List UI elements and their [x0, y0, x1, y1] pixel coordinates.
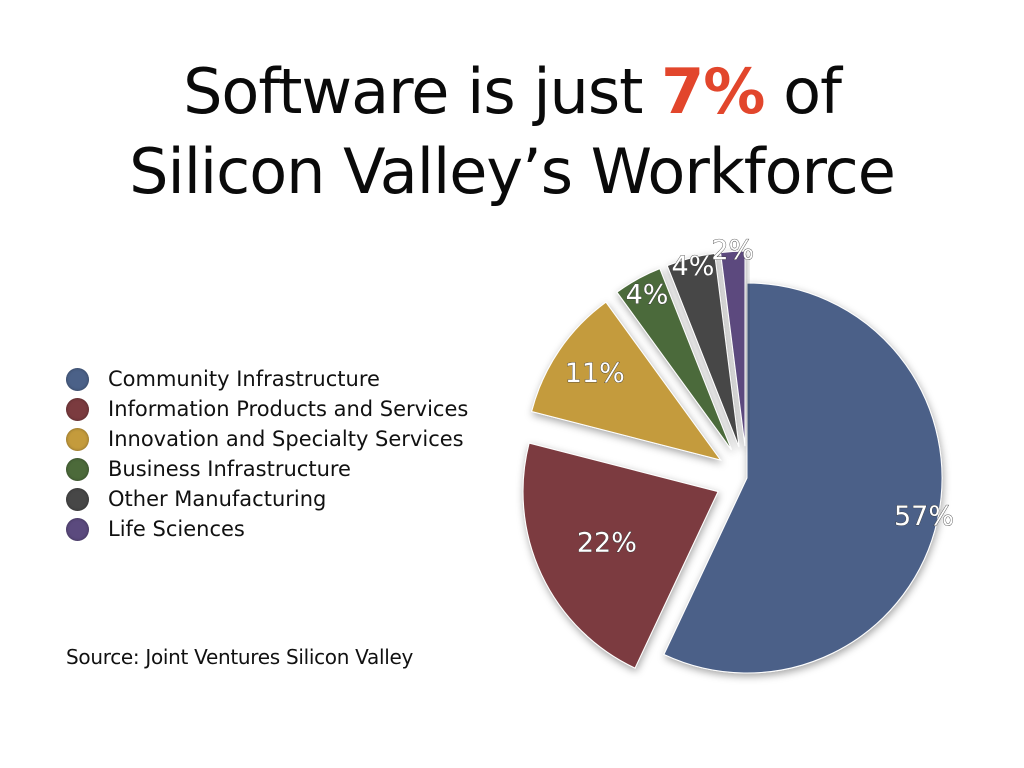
- slice-label: 4%: [672, 251, 715, 282]
- pie-slice: [666, 252, 740, 448]
- pie-slice: [663, 282, 943, 674]
- legend-swatch: [66, 457, 89, 481]
- slice-label: 11%: [565, 358, 625, 389]
- legend-item: Life Sciences: [66, 514, 468, 544]
- source-note: Source: Joint Ventures Silicon Valley: [66, 645, 414, 669]
- legend-item: Business Infrastructure: [66, 454, 468, 484]
- slice-label: 4%: [626, 280, 669, 311]
- slice-label: 57%: [894, 501, 954, 532]
- legend-swatch: [66, 397, 89, 421]
- legend-swatch: [66, 517, 89, 541]
- title-highlight: 7%: [661, 55, 765, 128]
- legend-label: Other Manufacturing: [108, 487, 327, 511]
- title-line1-suffix: of: [764, 55, 842, 128]
- pie-slice: [531, 301, 722, 461]
- pie-slices: [522, 250, 943, 674]
- legend-label: Information Products and Services: [108, 397, 469, 421]
- legend-item: Other Manufacturing: [66, 484, 468, 514]
- title-line2: Silicon Valley’s Workforce: [129, 135, 896, 208]
- legend-label: Business Infrastructure: [108, 457, 351, 481]
- legend-label: Life Sciences: [108, 517, 245, 541]
- legend-item: Community Infrastructure: [66, 364, 468, 394]
- pie-labels: 57%22%11%4%4%2%: [564, 235, 954, 559]
- slice-label: 22%: [577, 527, 637, 558]
- pie-slice: [719, 250, 746, 447]
- legend-label: Community Infrastructure: [108, 367, 380, 391]
- legend-swatch: [66, 487, 89, 511]
- legend-item: Innovation and Specialty Services: [66, 424, 468, 454]
- slice-label: 2%: [711, 235, 754, 266]
- legend-swatch: [66, 427, 89, 451]
- chart-legend: Community Infrastructure Information Prod…: [66, 364, 468, 544]
- chart-title: Software is just 7% of Silicon Valley’s …: [0, 52, 1024, 212]
- legend-item: Information Products and Services: [66, 394, 468, 424]
- pie-slice: [616, 268, 733, 451]
- legend-swatch: [66, 367, 89, 391]
- legend-label: Innovation and Specialty Services: [108, 427, 464, 451]
- title-line1-prefix: Software is just: [183, 55, 662, 128]
- pie-slice: [522, 442, 719, 669]
